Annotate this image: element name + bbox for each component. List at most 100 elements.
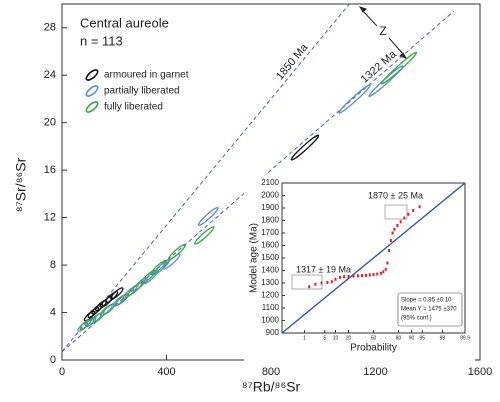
data-ellipse (290, 134, 320, 161)
chart-subtitle: n = 113 (80, 33, 123, 48)
data-point (330, 280, 333, 284)
data-ellipse (167, 243, 187, 261)
reference-line-label: 1322 Ma (359, 48, 400, 86)
data-ellipse (127, 281, 143, 296)
data-point (368, 273, 371, 277)
data-point (356, 274, 359, 278)
y-tick-label: 1300 (261, 278, 279, 287)
x-tick-label: 1200 (363, 366, 387, 378)
data-ellipse (100, 295, 113, 308)
data-point (393, 227, 396, 231)
y-tick-label: 2100 (261, 178, 279, 187)
data-point (399, 220, 402, 224)
stats-text: Mean Y = 1475 ±370 (401, 307, 457, 313)
data-point (314, 282, 317, 286)
data-ellipse (194, 226, 215, 245)
data-point (403, 216, 406, 220)
annotation-box (384, 204, 408, 220)
legend-swatch (85, 69, 99, 81)
data-point (384, 267, 387, 271)
data-point (386, 261, 389, 265)
x-tick-label: 99.9 (460, 335, 470, 341)
x-tick-label: 5 (323, 335, 326, 341)
y-tick-label: 900 (266, 328, 280, 337)
data-ellipse (112, 294, 127, 308)
data-point (334, 277, 337, 281)
data-point (391, 231, 394, 235)
data-point (342, 275, 345, 279)
data-point (352, 274, 355, 278)
x-tick-label: 50 (371, 335, 377, 341)
x-axis-label: Probability (350, 343, 397, 354)
y-tick-label: 2000 (261, 191, 279, 200)
legend-label: fully liberated (104, 102, 163, 113)
data-ellipse (100, 304, 113, 317)
data-point (380, 271, 383, 275)
legend-swatch (85, 101, 99, 113)
stats-box (397, 292, 463, 327)
x-tick-label: 20 (346, 335, 352, 341)
data-ellipse (91, 303, 104, 315)
x-tick-label: 1 (303, 335, 306, 341)
reference-line-label: 1850 Ma (274, 41, 311, 82)
y-tick-label: 1600 (261, 241, 279, 250)
data-ellipse (110, 287, 124, 300)
data-point (388, 249, 391, 252)
legend-label: armoured in garnet (104, 70, 189, 81)
data-ellipse (102, 302, 116, 315)
stats-text: (95% conf.) (401, 316, 432, 322)
x-tick-label: 95 (420, 335, 426, 341)
x-tick-label: 99 (440, 335, 446, 341)
data-point (407, 212, 410, 216)
data-point (418, 205, 421, 209)
data-point (347, 275, 350, 278)
y-axis-label: Model age (Ma) (249, 223, 260, 293)
x-axis-label: ⁸⁷Rb/⁸⁶Sr (242, 379, 301, 395)
data-point (412, 209, 415, 212)
legend-swatch (85, 85, 99, 97)
data-ellipse (122, 285, 138, 300)
y-tick-label: 1100 (262, 303, 280, 312)
y-axis-label: ⁸⁷Sr/⁸⁶Sr (13, 157, 29, 212)
data-ellipse (380, 51, 418, 85)
data-point (308, 285, 311, 289)
data-ellipse (150, 259, 168, 276)
data-point (376, 272, 379, 276)
legend-label: partially liberated (104, 86, 180, 97)
data-point (361, 274, 364, 277)
data-point (382, 270, 385, 274)
y-tick-label: 12 (44, 212, 56, 224)
chart-title: Central aureole (80, 15, 169, 30)
data-point (372, 273, 375, 276)
data-ellipse (197, 206, 219, 226)
y-tick-label: 8 (50, 259, 56, 271)
x-tick-label: 10 (333, 335, 339, 341)
y-tick-label: 20 (44, 117, 56, 129)
data-ellipse (79, 319, 92, 330)
y-tick-label: 4 (50, 306, 56, 318)
x-tick-label: 400 (157, 366, 175, 378)
data-point (320, 281, 323, 285)
data-ellipse (140, 269, 157, 285)
z-arrows (358, 6, 408, 59)
annotation: 1317 ± 19 Ma (296, 264, 351, 274)
data-ellipse (338, 84, 371, 114)
y-tick-label: 1800 (261, 216, 279, 225)
reference-line (61, 3, 350, 353)
y-tick-label: 1000 (261, 316, 279, 325)
x-tick-label: 800 (262, 366, 280, 378)
stats-text: Slope = 0.85 ±0.10 (401, 298, 452, 304)
data-point (389, 239, 392, 242)
x-tick-label: 0 (59, 366, 65, 378)
y-tick-label: 0 (50, 354, 56, 366)
y-tick-label: 1500 (261, 253, 279, 262)
y-tick-label: 1400 (261, 266, 279, 275)
annotation-box (291, 274, 323, 290)
x-tick-label: 90 (409, 335, 415, 341)
x-tick-label: 80 (396, 335, 402, 341)
data-point (396, 224, 399, 227)
x-tick-label: 1600 (468, 366, 492, 378)
y-tick-label: 28 (44, 22, 56, 34)
annotation: 1870 ± 25 Ma (368, 190, 423, 200)
